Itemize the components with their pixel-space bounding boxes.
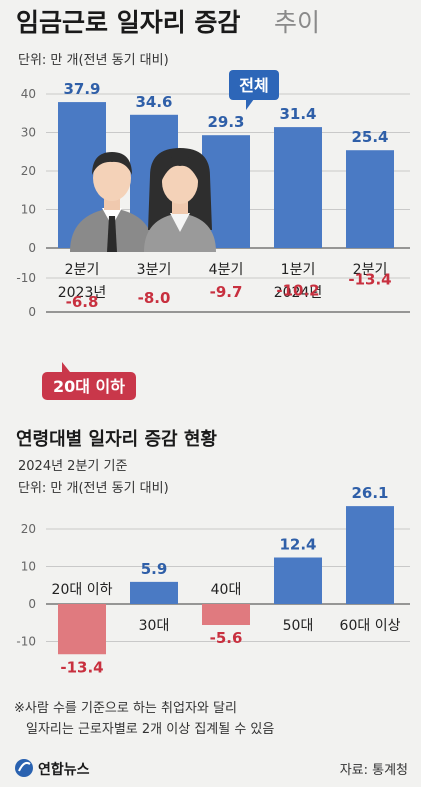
age-value-label: 26.1 [351, 484, 388, 502]
youth-series-badge: 20대 이하 [42, 362, 136, 400]
youth-value-label: -8.0 [138, 289, 171, 307]
age-value-label: 5.9 [141, 560, 168, 578]
age-section-unit: 단위: 만 개(전년 동기 대비) [18, 481, 169, 496]
youth-value-label: -9.7 [210, 283, 243, 301]
chart1-year-label: 2023년 [58, 285, 107, 301]
total-value-label: 37.9 [63, 80, 100, 98]
age-chart-bars: -13.4 20대 이하 5.9 30대 -5.6 40대 12.4 50대 26.1 60대 이… [52, 484, 401, 676]
youth-chart-bars: -6.8 -8.0 -9.7 -10.2 -13.4 [66, 270, 392, 310]
chart1-year-label: 2024년 [274, 285, 323, 301]
chart1-x-label: 1분기 [281, 262, 316, 278]
title-main: 임금근로 일자리 증감 [16, 8, 240, 37]
chart1-y-tick-label: 0 [28, 241, 36, 255]
total-value-label: 25.4 [351, 128, 388, 146]
total-bar [274, 127, 322, 248]
total-value-label: 31.4 [279, 105, 316, 123]
youth-chart-y-tick-label: -10 [16, 271, 36, 285]
chart1-x-label: 2분기 [353, 262, 388, 278]
age-category-label: 30대 [139, 618, 170, 634]
age-category-label: 20대 이하 [52, 582, 113, 598]
age-chart-y-tick-label: 10 [21, 560, 36, 574]
youth-chart-y-tick-label: 0 [28, 305, 36, 319]
chart1-y-tick-label: 20 [21, 164, 36, 178]
youth-chart-gridlines [46, 277, 410, 313]
age-bar [274, 557, 322, 604]
chart1-y-tick-label: 30 [21, 126, 36, 140]
age-bar [130, 581, 178, 604]
total-value-label: 29.3 [207, 113, 244, 131]
age-value-label: -5.6 [210, 629, 243, 647]
age-chart-y-ticks: 20 10 0 -10 [16, 522, 36, 649]
age-section-subtitle: 2024년 2분기 기준 [18, 459, 127, 474]
chart1-y-ticks: 0 10 20 30 40 [21, 87, 36, 255]
chart1-y-tick-label: 10 [21, 203, 36, 217]
age-category-label: 50대 [283, 618, 314, 634]
age-section-title: 연령대별 일자리 증감 현황 [16, 429, 217, 450]
yonhap-logo-text: 연합뉴스 [38, 761, 90, 778]
youth-value-label: -6.8 [66, 293, 99, 311]
unit-label-top: 단위: 만 개(전년 동기 대비) [18, 53, 169, 68]
youth-series-label: 20대 이하 [53, 377, 125, 396]
age-category-label: 60대 이상 [340, 618, 401, 634]
youth-value-label: -10.2 [276, 281, 319, 299]
footnote-line-1: ※사람 수를 기준으로 하는 취업자와 달리 [14, 701, 237, 716]
total-bar [346, 150, 394, 248]
age-bar [202, 604, 250, 625]
people-illustration-icon [70, 148, 216, 252]
age-chart-y-tick-label: 20 [21, 522, 36, 536]
age-bar [346, 506, 394, 604]
source-label: 자료: 통계청 [340, 763, 408, 778]
total-value-label: 34.6 [135, 93, 172, 111]
age-value-label: 12.4 [279, 536, 316, 554]
total-series-label: 전체 [239, 76, 268, 95]
yonhap-logo-icon [15, 759, 33, 777]
footnote-line-2: 일자리는 근로자별로 2개 이상 집계될 수 있음 [26, 722, 274, 737]
chart1-y-tick-label: 40 [21, 87, 36, 101]
chart1-x-label: 4분기 [209, 262, 244, 278]
title-suffix: 추이 [274, 8, 320, 37]
chart1-x-label: 3분기 [137, 262, 172, 278]
age-category-label: 40대 [211, 582, 242, 598]
total-series-badge: 전체 [229, 70, 279, 110]
youth-chart-y-ticks: 0 -10 [16, 271, 36, 319]
age-chart-y-tick-label: -10 [16, 635, 36, 649]
chart1-x-labels: 2분기 2023년 3분기 4분기 1분기 2024년 2분기 [58, 262, 388, 301]
age-bar [58, 604, 106, 655]
chart1-x-label: 2분기 [65, 262, 100, 278]
age-value-label: -13.4 [60, 658, 103, 676]
age-chart-y-tick-label: 0 [28, 597, 36, 611]
youth-value-label: -13.4 [348, 270, 391, 288]
